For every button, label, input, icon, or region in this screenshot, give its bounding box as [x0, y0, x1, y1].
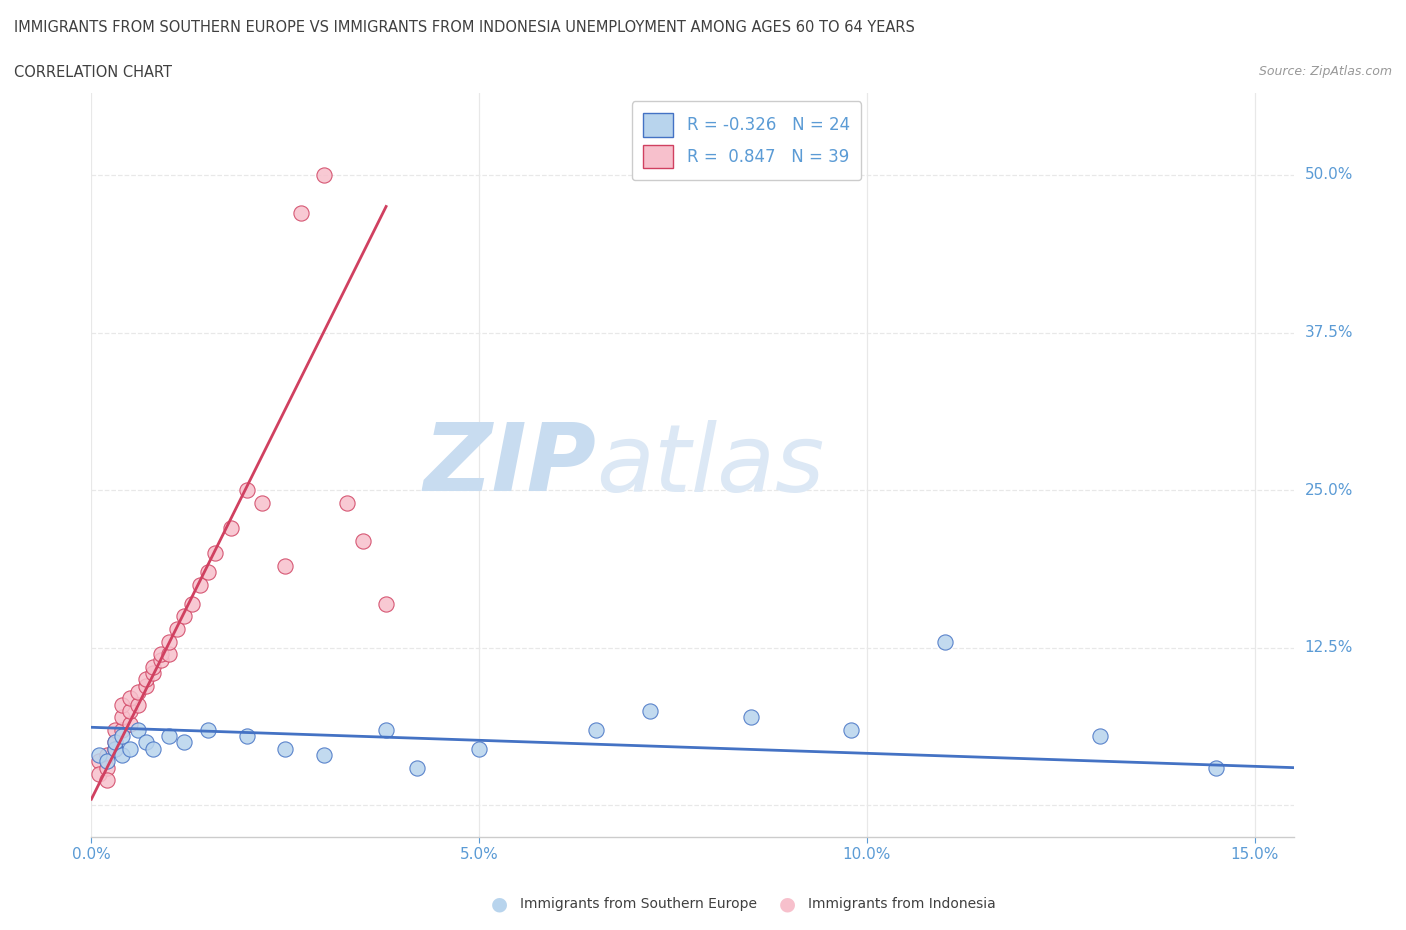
Point [142, 666, 165, 681]
Point [740, 710, 762, 724]
Text: Immigrants from Indonesia: Immigrants from Indonesia [808, 897, 997, 911]
Point [104, 741, 127, 756]
Point [204, 546, 226, 561]
Point [111, 723, 134, 737]
Point [111, 748, 134, 763]
Point [96, 754, 118, 769]
Point [150, 646, 173, 661]
Point [173, 609, 195, 624]
Point [120, 703, 142, 718]
Text: 25.0%: 25.0% [1305, 483, 1353, 498]
Point [219, 521, 242, 536]
Point [96, 760, 118, 775]
Point [150, 653, 173, 668]
Point [406, 760, 429, 775]
Point [173, 735, 195, 750]
Point [197, 565, 219, 579]
Point [312, 167, 335, 182]
Point [135, 678, 157, 693]
Legend: R = -0.326   N = 24, R =  0.847   N = 39: R = -0.326 N = 24, R = 0.847 N = 39 [631, 101, 862, 180]
Text: Source: ZipAtlas.com: Source: ZipAtlas.com [1258, 65, 1392, 78]
Point [127, 723, 149, 737]
Point [157, 634, 180, 649]
Point [104, 735, 127, 750]
Point [111, 710, 134, 724]
Point [290, 206, 312, 220]
Point [127, 698, 149, 712]
Point [235, 483, 257, 498]
Point [120, 691, 142, 706]
Point [841, 723, 863, 737]
Text: 37.5%: 37.5% [1305, 326, 1353, 340]
Point [135, 672, 157, 687]
Point [1205, 760, 1227, 775]
Point [127, 684, 149, 699]
Point [375, 723, 398, 737]
Point [89, 766, 111, 781]
Point [336, 496, 359, 511]
Text: ZIP: ZIP [423, 419, 596, 511]
Point [166, 621, 188, 636]
Point [104, 741, 127, 756]
Point [181, 596, 204, 611]
Text: 50.0%: 50.0% [1305, 167, 1353, 182]
Point [585, 723, 607, 737]
Text: 12.5%: 12.5% [1305, 641, 1353, 656]
Point [104, 735, 127, 750]
Point [89, 754, 111, 769]
Point [468, 741, 491, 756]
Point [157, 646, 180, 661]
Text: CORRELATION CHART: CORRELATION CHART [14, 65, 172, 80]
Point [274, 558, 297, 573]
Point [111, 729, 134, 744]
Point [142, 741, 165, 756]
Point [1088, 729, 1111, 744]
Point [638, 703, 661, 718]
Point [120, 741, 142, 756]
Text: Immigrants from Southern Europe: Immigrants from Southern Europe [520, 897, 758, 911]
Point [135, 735, 157, 750]
Point [96, 773, 118, 788]
Point [197, 723, 219, 737]
Point [120, 716, 142, 731]
Text: ●: ● [491, 895, 508, 913]
Point [89, 748, 111, 763]
Point [157, 729, 180, 744]
Text: ●: ● [779, 895, 796, 913]
Point [104, 723, 127, 737]
Point [274, 741, 297, 756]
Text: atlas: atlas [596, 419, 824, 511]
Point [142, 659, 165, 674]
Point [312, 748, 335, 763]
Point [375, 596, 398, 611]
Point [111, 698, 134, 712]
Point [250, 496, 273, 511]
Point [352, 533, 374, 548]
Point [96, 748, 118, 763]
Point [235, 729, 257, 744]
Point [188, 578, 211, 592]
Text: IMMIGRANTS FROM SOUTHERN EUROPE VS IMMIGRANTS FROM INDONESIA UNEMPLOYMENT AMONG : IMMIGRANTS FROM SOUTHERN EUROPE VS IMMIG… [14, 20, 915, 35]
Point [934, 634, 956, 649]
